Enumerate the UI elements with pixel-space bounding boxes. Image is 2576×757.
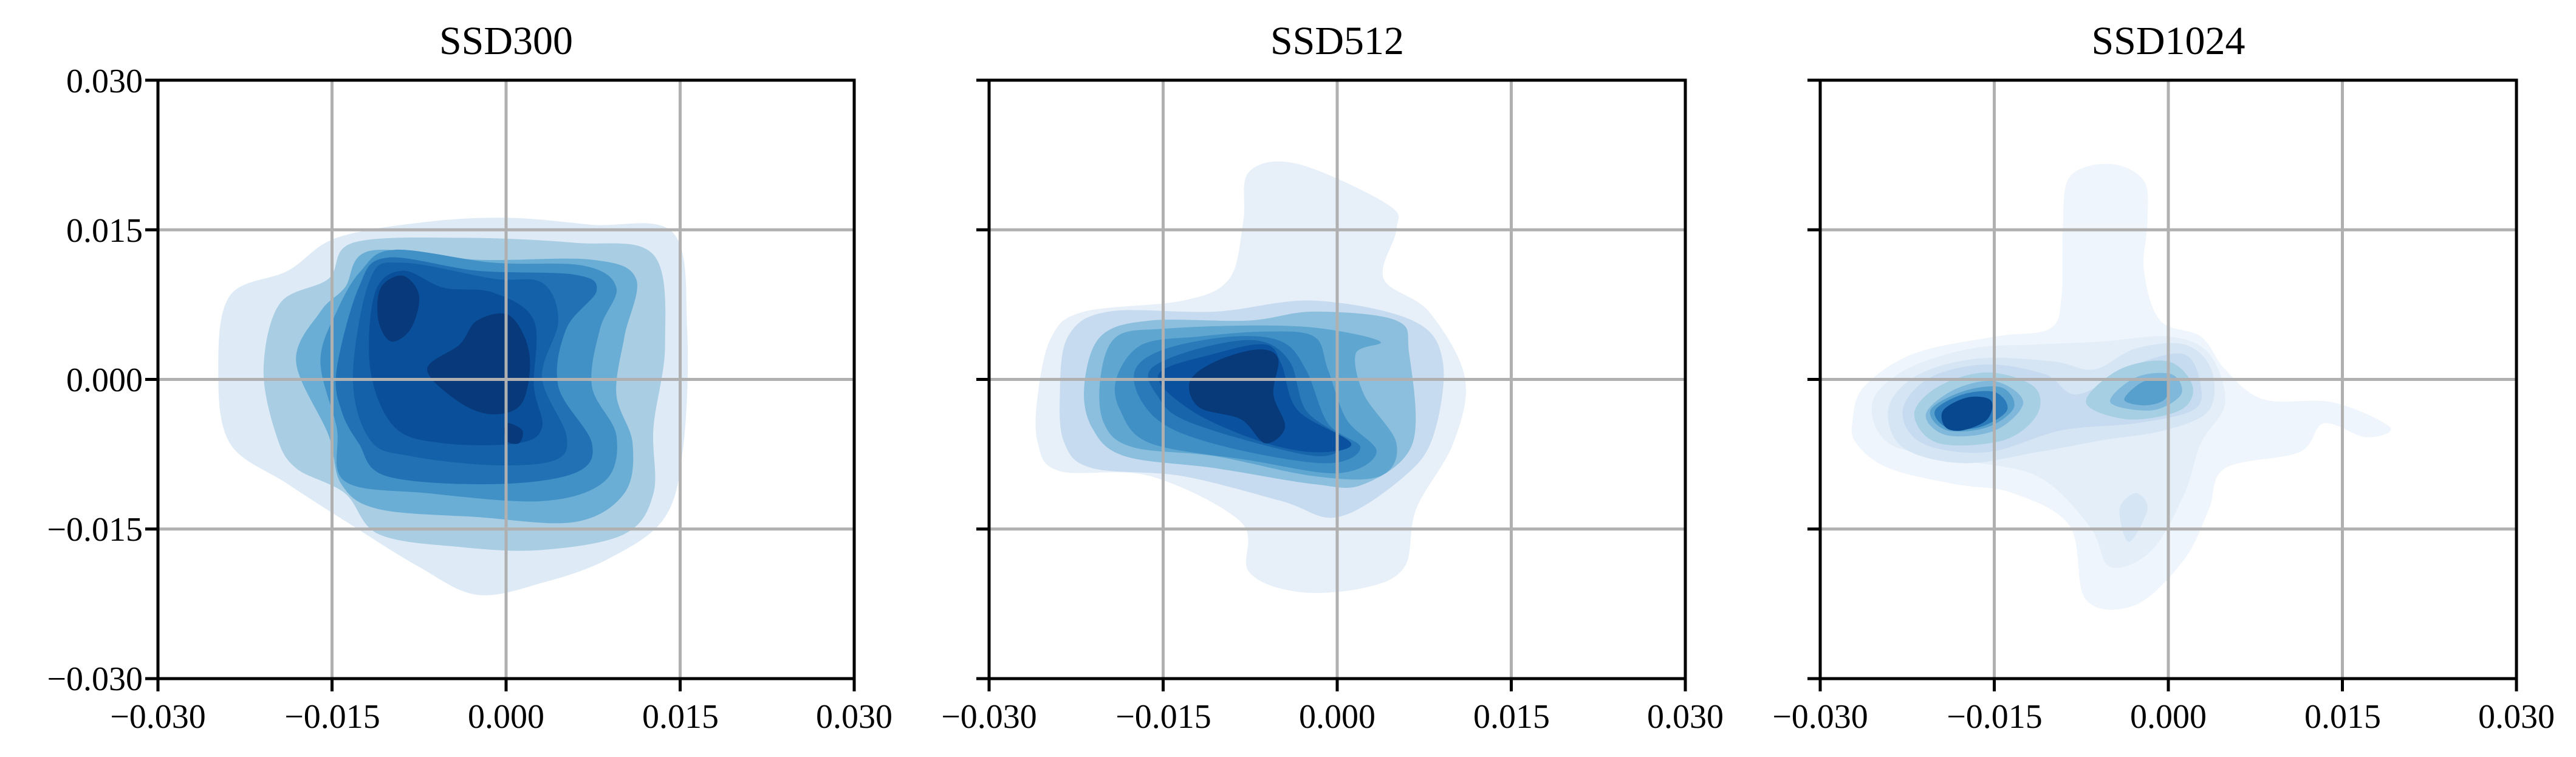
kde-contours xyxy=(218,218,688,595)
kde-contours xyxy=(1035,161,1466,594)
x-tick-label: 0.030 xyxy=(2478,698,2555,736)
grid-lines xyxy=(156,78,856,680)
contour-level-8 xyxy=(427,313,530,414)
x-tick-label: −0.030 xyxy=(110,698,206,736)
y-tick-label: 0.015 xyxy=(66,212,143,250)
panel-ssd1024: SSD1024 −0.030 −0.015 0.000 0.015 0.030 xyxy=(1662,0,2555,757)
panel-title: SSD300 xyxy=(439,19,574,63)
plot-area xyxy=(145,78,856,691)
x-tick-label: 0.000 xyxy=(2130,698,2207,736)
axes-frame xyxy=(1818,78,2518,680)
axis-ticks xyxy=(976,78,1687,691)
grid-lines xyxy=(987,78,1687,680)
x-tick-label: 0.015 xyxy=(642,698,719,736)
x-tick-label: 0.030 xyxy=(1647,698,1724,736)
axis-ticks xyxy=(1807,78,2518,691)
panel-title: SSD1024 xyxy=(2091,19,2245,63)
contour-level-8 xyxy=(504,423,523,444)
y-tick-label: −0.030 xyxy=(47,660,143,698)
axes-frame xyxy=(156,78,856,680)
panel-ssd300: SSD300 0.030 0.015 0.000 −0.015 −0.030 −… xyxy=(0,0,892,757)
panel-ssd512: SSD512 −0.030 −0.015 0.000 0.015 0.030 xyxy=(831,0,1724,757)
x-tick-label: −0.015 xyxy=(1947,698,2043,736)
x-tick-label: 0.000 xyxy=(1299,698,1375,736)
x-tick-label: −0.015 xyxy=(1115,698,1211,736)
panel-title: SSD512 xyxy=(1270,19,1405,63)
x-tick-label: 0.015 xyxy=(2304,698,2381,736)
x-tick-label: −0.030 xyxy=(941,698,1037,736)
y-tick-label: 0.030 xyxy=(66,63,143,100)
contour-level-7 xyxy=(2124,379,2170,406)
x-tick-label: 0.030 xyxy=(816,698,892,736)
y-tick-label: −0.015 xyxy=(47,511,143,549)
grid-lines xyxy=(1818,78,2518,680)
contour-level-8 xyxy=(377,275,420,342)
x-tick-label: −0.030 xyxy=(1772,698,1868,736)
plot-area xyxy=(976,78,1687,691)
contour-level-9 xyxy=(1941,396,1993,431)
axes-frame xyxy=(987,78,1687,680)
axis-ticks xyxy=(145,78,856,691)
y-tick-label: 0.000 xyxy=(66,361,143,399)
contour-level-9 xyxy=(1188,349,1286,444)
x-tick-label: 0.000 xyxy=(468,698,544,736)
plot-area xyxy=(1807,78,2518,691)
x-tick-label: 0.015 xyxy=(1473,698,1550,736)
x-tick-label: −0.015 xyxy=(284,698,380,736)
